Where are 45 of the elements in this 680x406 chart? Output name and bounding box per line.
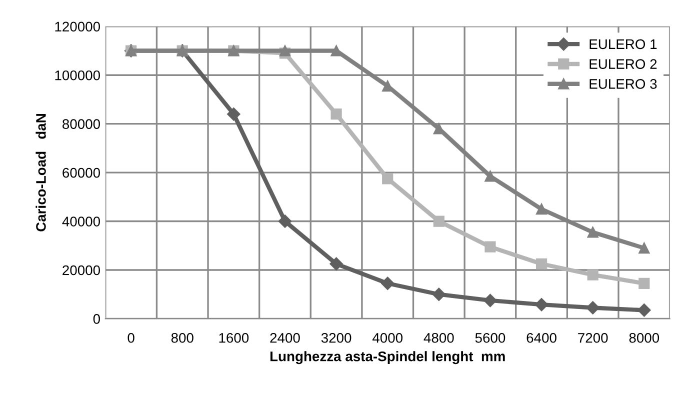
x-tick-label: 0 [128,332,134,343]
x-tick-label: 2400 [270,332,300,343]
point [279,45,291,56]
y-tick-label: 0 [93,314,100,324]
point [484,170,496,182]
y-tick-label: 80000 [62,119,100,129]
y-tick-label: 60000 [62,168,100,178]
point [330,108,342,120]
x-tick-label: 800 [171,332,194,343]
x-axis-title: Lunghezza asta-Spindel lenght mm [270,351,505,364]
x-tick-label: 1600 [219,332,249,343]
point [586,301,600,314]
legend-label: EULERO 2 [590,59,657,69]
x-tick-label: 4000 [372,332,403,343]
x-tick-label: 5600 [475,332,506,343]
point [278,214,292,228]
legend-label: EULERO 1 [590,39,657,50]
point [382,173,394,184]
point [587,269,598,280]
point [381,276,394,290]
point [534,298,548,312]
point [330,45,342,56]
point [433,216,444,227]
point [536,258,548,270]
legend-label: EULERO 3 [590,79,657,89]
x-tick-label: 4800 [424,332,454,343]
point [638,278,650,289]
point [227,108,240,121]
y-tick-label: 120000 [55,22,100,32]
x-tick-label: 6400 [526,332,556,343]
y-tick-label: 20000 [62,265,100,276]
y-tick-label: 100000 [55,70,100,80]
point [638,242,650,254]
point [330,257,343,270]
point [587,226,598,238]
x-tick-label: 3200 [321,332,352,343]
point [638,304,651,317]
y-axis-title: Carico-Load daN [36,114,46,232]
point [484,294,497,308]
point [484,241,496,252]
y-tick-label: 40000 [62,216,100,226]
x-tick-label: 7200 [578,332,608,343]
x-tick-label: 8000 [629,332,660,343]
point [432,288,446,301]
point [536,204,548,215]
